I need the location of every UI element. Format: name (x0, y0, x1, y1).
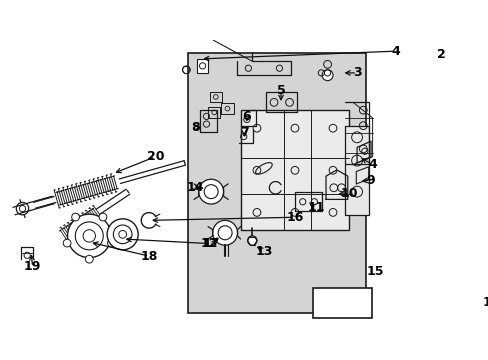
Text: 2: 2 (436, 48, 445, 61)
Circle shape (99, 213, 106, 221)
Circle shape (199, 63, 205, 69)
Bar (312, 288, 371, 318)
Text: 4: 4 (367, 158, 376, 171)
Text: 6: 6 (242, 110, 251, 123)
Text: 10: 10 (340, 188, 357, 201)
Bar (187, 53, 366, 313)
Text: 11: 11 (307, 201, 325, 214)
Circle shape (107, 219, 138, 250)
Text: 19: 19 (24, 260, 41, 274)
Text: 16: 16 (285, 211, 303, 224)
Text: 12: 12 (201, 237, 218, 250)
Text: 4: 4 (391, 45, 400, 58)
Text: 1: 1 (481, 296, 488, 309)
Circle shape (198, 179, 223, 204)
Bar (345, 126, 368, 215)
Text: 9: 9 (366, 174, 375, 186)
Text: 13: 13 (255, 245, 272, 258)
Text: 14: 14 (186, 181, 204, 194)
Text: 3: 3 (352, 66, 361, 79)
Circle shape (212, 220, 237, 245)
Circle shape (63, 239, 71, 247)
Text: 7: 7 (240, 126, 248, 139)
Text: 20: 20 (146, 150, 163, 163)
Text: 17: 17 (202, 237, 220, 250)
Bar (197, 59, 207, 73)
Bar (240, 110, 348, 230)
Circle shape (107, 239, 115, 247)
Circle shape (247, 236, 256, 245)
Text: 15: 15 (366, 265, 384, 278)
Text: 18: 18 (140, 249, 158, 262)
Circle shape (85, 255, 93, 263)
Text: 5: 5 (276, 84, 285, 97)
Circle shape (322, 70, 332, 81)
Text: 8: 8 (191, 121, 200, 134)
Circle shape (67, 214, 111, 258)
Circle shape (72, 213, 79, 221)
